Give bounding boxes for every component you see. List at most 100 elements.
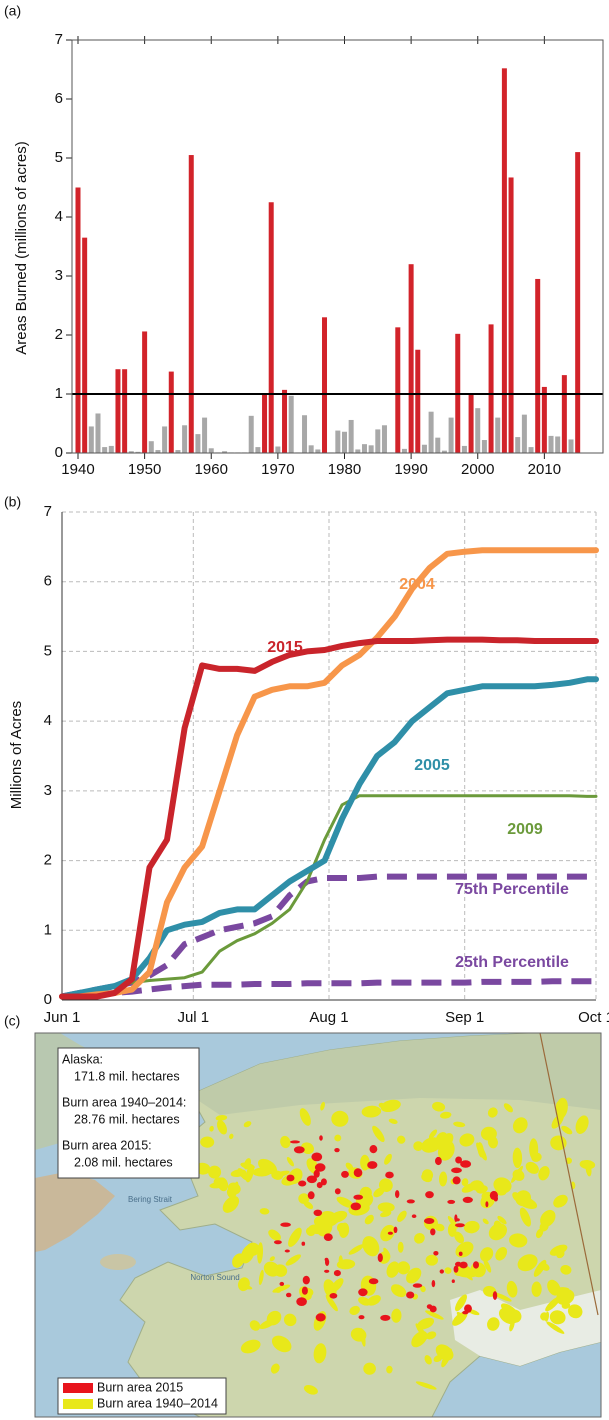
bar <box>149 441 154 453</box>
y-tick-label: 2 <box>44 852 52 869</box>
bar <box>355 449 360 453</box>
y-tick-label: 4 <box>44 712 52 729</box>
bar <box>495 418 500 453</box>
bar <box>575 152 580 453</box>
burn-2015 <box>412 1214 417 1218</box>
y-tick-label: 7 <box>44 503 52 520</box>
bar <box>435 438 440 453</box>
burn-2015 <box>324 1233 333 1241</box>
x-tick-label: 1940 <box>61 461 94 478</box>
burn-2015 <box>493 1291 497 1300</box>
bar <box>562 375 567 453</box>
burn-2015 <box>424 1218 434 1224</box>
info-text: Burn area 1940–2014: <box>62 1095 186 1109</box>
burn-2015 <box>303 1276 310 1285</box>
legend-label: Burn area 1940–2014 <box>97 1396 218 1410</box>
bar <box>249 416 254 453</box>
burn-2015 <box>274 1240 282 1244</box>
panel-label: (c) <box>4 1013 20 1029</box>
burn-2015 <box>298 1181 306 1187</box>
info-text: 28.76 mil. hectares <box>74 1112 180 1126</box>
y-tick-label: 6 <box>55 90 63 107</box>
burn-2015 <box>459 1252 463 1256</box>
burn-2015 <box>315 1163 326 1171</box>
burn-2015 <box>440 1269 444 1273</box>
burn-2015 <box>394 1227 398 1233</box>
bar <box>362 444 367 453</box>
burn-2015 <box>430 1306 437 1313</box>
bar <box>122 369 127 453</box>
bar <box>449 418 454 453</box>
bar <box>529 447 534 453</box>
burn-2015 <box>433 1251 438 1256</box>
bar <box>269 202 274 453</box>
info-text: Alaska: <box>62 1052 103 1066</box>
legend-label: Burn area 2015 <box>97 1380 183 1394</box>
bar <box>262 394 267 453</box>
bar <box>549 436 554 453</box>
burn-2015 <box>351 1203 361 1211</box>
bar <box>375 429 380 453</box>
x-tick-label: Jun 1 <box>44 1009 81 1026</box>
bar <box>282 390 287 453</box>
bar <box>489 324 494 453</box>
burn-2015 <box>324 1270 329 1273</box>
burn-2015 <box>294 1146 305 1153</box>
burn-2015 <box>430 1228 435 1235</box>
burn-2015 <box>406 1292 414 1299</box>
bar <box>189 155 194 453</box>
burn-2015 <box>316 1313 326 1321</box>
burn-2015 <box>453 1176 461 1184</box>
page: (a) (b) (c) Areas Burned (millions of ac… <box>0 0 609 1420</box>
burn-1940-2014 <box>481 1127 497 1141</box>
bar <box>315 449 320 453</box>
island <box>100 1254 136 1270</box>
bar <box>429 412 434 453</box>
y-tick-label: 1 <box>55 385 63 402</box>
y-tick-label: 3 <box>55 267 63 284</box>
burn-2015 <box>358 1288 367 1296</box>
burn-2015 <box>285 1250 290 1253</box>
burn-2015 <box>369 1278 379 1284</box>
y-tick-label: 0 <box>55 444 63 461</box>
bar <box>82 238 87 453</box>
bar <box>415 350 420 453</box>
bar <box>289 396 294 453</box>
burn-2015 <box>317 1182 323 1188</box>
info-text: 171.8 mil. hectares <box>74 1069 180 1083</box>
burn-2015 <box>290 1140 300 1143</box>
burn-1940-2014 <box>363 1363 376 1375</box>
x-tick-label: Jul 1 <box>177 1009 209 1026</box>
burn-2015 <box>463 1197 473 1203</box>
x-tick-label: Oct 1 <box>578 1009 609 1026</box>
bar <box>309 445 314 453</box>
series-label: 2015 <box>267 639 303 656</box>
bar <box>422 445 427 453</box>
series-label: 2009 <box>507 821 543 838</box>
series-label: 75th Percentile <box>455 881 569 898</box>
panel-label: (b) <box>4 494 21 510</box>
series-label: 2004 <box>399 576 435 593</box>
y-tick-label: 0 <box>44 991 52 1008</box>
x-tick-label: Sep 1 <box>445 1009 484 1026</box>
burn-2015 <box>330 1293 338 1299</box>
bar <box>115 369 120 453</box>
burn-2015 <box>380 1315 390 1321</box>
bar <box>482 440 487 453</box>
bar <box>162 426 167 453</box>
bar <box>275 447 280 453</box>
burn-2015 <box>311 1153 322 1162</box>
burn-2015 <box>451 1168 462 1174</box>
bar <box>535 279 540 453</box>
burn-2015 <box>280 1282 285 1286</box>
burn-2015 <box>359 1315 365 1319</box>
y-tick-label: 5 <box>55 149 63 166</box>
bar <box>515 437 520 453</box>
y-tick-label: 4 <box>55 208 63 225</box>
burn-2015 <box>287 1175 295 1182</box>
series-label: 25th Percentile <box>455 954 569 971</box>
bar <box>395 327 400 453</box>
burn-2015 <box>319 1135 323 1140</box>
burn-2015 <box>385 1172 394 1179</box>
info-text: 2.08 mil. hectares <box>74 1155 173 1169</box>
